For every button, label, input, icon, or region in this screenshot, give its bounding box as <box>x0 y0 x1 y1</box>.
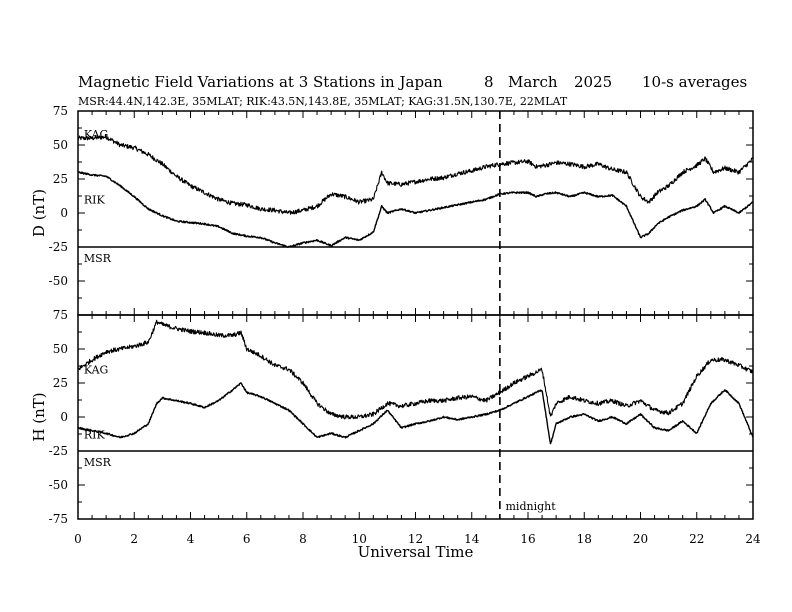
x-tick-label: 10 <box>352 532 367 546</box>
y-tick-label: 50 <box>53 342 68 356</box>
y-axis-label: H (nT) <box>30 392 48 441</box>
chart-date-day: 8 <box>484 73 494 91</box>
x-tick-label: 2 <box>130 532 138 546</box>
x-axis-label: Universal Time <box>358 543 474 561</box>
y-tick-label: 0 <box>60 410 68 424</box>
chart-averaging-label: 10-s averages <box>642 73 747 91</box>
x-tick-label: 24 <box>745 532 761 546</box>
chart-date-year: 2025 <box>574 73 612 91</box>
series-line-kag <box>77 134 754 215</box>
chart-panels: 75 50 25 0 -25 -50 D (nT) KAG RIK MSR 75 50 25 0 -25 -5… <box>30 104 761 561</box>
y-tick-label: 25 <box>53 376 68 390</box>
x-tick-label: 6 <box>243 532 251 546</box>
chart-title: Magnetic Field Variations at 3 Stations … <box>78 73 443 91</box>
panel-frame <box>77 314 754 520</box>
x-tick-label: 22 <box>689 532 704 546</box>
y-tick-label: 75 <box>53 308 68 322</box>
x-tick-label: 18 <box>577 532 592 546</box>
y-axis-label: D (nT) <box>30 189 48 237</box>
y-tick-label: 25 <box>53 172 68 186</box>
station-label-kag: KAG <box>84 363 109 376</box>
y-tick-label: -50 <box>49 478 68 492</box>
y-tick-label: -75 <box>49 512 68 526</box>
series-line-kag <box>77 319 754 420</box>
series-line-rik <box>77 382 754 445</box>
x-tick-label: 12 <box>408 532 423 546</box>
series-line-rik <box>77 171 754 248</box>
station-label-msr: MSR <box>84 252 112 265</box>
y-tick-label: -25 <box>49 240 68 254</box>
x-tick-label: 20 <box>633 532 648 546</box>
y-tick-label: 75 <box>53 104 68 118</box>
y-tick-label: 0 <box>60 206 68 220</box>
y-tick-label: 50 <box>53 138 68 152</box>
midnight-label: midnight <box>506 500 557 513</box>
chart-subtitle-stations: MSR:44.4N,142.3E, 35MLAT; RIK:43.5N,143.… <box>78 95 568 108</box>
station-label-msr: MSR <box>84 456 112 469</box>
y-tick-label: -50 <box>49 274 68 288</box>
y-tick-label: -25 <box>49 444 68 458</box>
x-tick-label: 4 <box>187 532 195 546</box>
chart-date-month: March <box>508 73 558 91</box>
chart-header: Magnetic Field Variations at 3 Stations … <box>78 73 747 108</box>
station-label-rik: RIK <box>84 193 106 206</box>
x-tick-label: 8 <box>299 532 307 546</box>
x-tick-label: 16 <box>520 532 535 546</box>
x-tick-label: 0 <box>74 532 82 546</box>
x-tick-label: 14 <box>464 532 480 546</box>
